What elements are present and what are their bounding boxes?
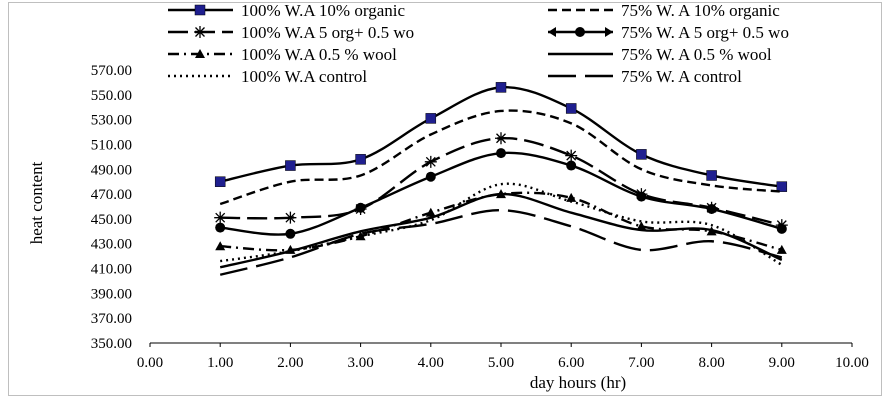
x-tick-label: 8.00 xyxy=(698,355,724,371)
legend: 100% W.A 10% organic 75% W. A 10% organic… xyxy=(168,1,789,86)
data-point xyxy=(706,170,717,181)
data-point xyxy=(215,222,226,233)
series-layer xyxy=(214,82,788,276)
y-tick-label: 350.00 xyxy=(91,336,132,352)
chart-frame xyxy=(8,2,882,396)
series-2 xyxy=(219,109,782,206)
data-point xyxy=(355,202,366,213)
y-tick-label: 390.00 xyxy=(91,286,132,302)
data-point xyxy=(425,171,436,182)
data-point xyxy=(285,228,296,239)
data-point xyxy=(215,241,226,251)
x-tick-label: 0.00 xyxy=(137,355,163,371)
y-tick-label: 430.00 xyxy=(91,237,132,253)
data-point xyxy=(566,192,577,202)
series-6 xyxy=(219,192,783,269)
data-point xyxy=(495,82,507,93)
data-point xyxy=(636,149,647,160)
x-tick-label: 2.00 xyxy=(277,355,303,371)
x-tick-label: 4.00 xyxy=(418,355,444,371)
data-point xyxy=(496,148,506,159)
legend-label: 75% W. A 10% organic xyxy=(621,1,780,20)
legend-label: 100% W.A control xyxy=(241,67,367,86)
x-axis-title: day hours (hr) xyxy=(530,373,626,392)
series-8 xyxy=(219,209,783,276)
data-point xyxy=(425,207,436,217)
y-tick-label: 570.00 xyxy=(91,63,132,79)
x-tick-label: 1.00 xyxy=(207,355,233,371)
data-point xyxy=(776,181,788,192)
data-point xyxy=(566,160,577,171)
data-point xyxy=(495,132,507,145)
legend-label: 75% W. A 0.5 % wool xyxy=(621,45,772,64)
data-point xyxy=(565,103,577,114)
data-point xyxy=(425,113,437,124)
series-line xyxy=(219,109,782,206)
legend-arrow-left xyxy=(548,27,556,37)
x-tick-label: 9.00 xyxy=(769,355,795,371)
series-1 xyxy=(214,82,788,192)
y-tick-label: 450.00 xyxy=(91,212,132,228)
legend-entry: 75% W. A control xyxy=(548,67,742,86)
data-point xyxy=(284,211,297,224)
data-point xyxy=(636,221,647,231)
legend-marker xyxy=(195,49,205,58)
legend-label: 75% W. A 5 org+ 0.5 wo xyxy=(621,23,789,42)
y-axis-title: heat content xyxy=(27,161,46,244)
data-point xyxy=(565,149,578,162)
y-tick-label: 530.00 xyxy=(91,113,132,129)
series-7 xyxy=(220,182,783,266)
legend-entry: 100% W.A 10% organic xyxy=(168,1,405,20)
legend-entry: 100% W.A control xyxy=(168,67,367,86)
data-point xyxy=(355,154,366,165)
data-point xyxy=(706,203,717,214)
legend-entry: 75% W. A 10% organic xyxy=(548,1,780,20)
x-tick-label: 6.00 xyxy=(558,355,584,371)
legend-entry: 100% W.A 0.5 % wool xyxy=(168,45,397,64)
x-tick-label: 7.00 xyxy=(628,355,654,371)
y-tick-label: 470.00 xyxy=(91,187,132,203)
data-point xyxy=(214,176,226,187)
y-tick-label: 370.00 xyxy=(91,311,132,327)
data-point xyxy=(636,191,647,202)
legend-label: 100% W.A 10% organic xyxy=(241,1,405,20)
legend-entry: 100% W.A 5 org+ 0.5 wo xyxy=(168,23,414,42)
series-5 xyxy=(215,189,787,254)
legend-marker xyxy=(194,4,206,16)
legend-label: 100% W.A 5 org+ 0.5 wo xyxy=(241,23,414,42)
x-tick-label: 10.00 xyxy=(835,355,869,371)
y-tick-label: 410.00 xyxy=(91,262,132,278)
series-3 xyxy=(214,132,788,232)
y-tick-label: 490.00 xyxy=(91,162,132,178)
data-point xyxy=(214,211,227,224)
legend-marker xyxy=(575,27,585,37)
legend-entry: 75% W. A 0.5 % wool xyxy=(548,45,772,64)
y-tick-label: 510.00 xyxy=(91,137,132,153)
legend-label: 75% W. A control xyxy=(621,67,742,86)
data-point xyxy=(424,155,437,168)
data-point xyxy=(776,223,787,234)
data-point xyxy=(776,244,787,254)
legend-entry: 75% W. A 5 org+ 0.5 wo xyxy=(548,23,789,42)
x-tick-label: 3.00 xyxy=(347,355,373,371)
legend-label: 100% W.A 0.5 % wool xyxy=(241,45,397,64)
series-line xyxy=(219,192,783,269)
axes: 0.00 1.00 2.00 3.00 4.00 5.00 6.00 7.00 8.00 9.00… xyxy=(91,63,869,371)
y-tick-label: 550.00 xyxy=(91,88,132,104)
series-4 xyxy=(215,148,787,239)
series-line xyxy=(220,182,783,266)
legend-marker xyxy=(194,26,206,38)
legend-arrow-right xyxy=(605,27,613,37)
data-point xyxy=(285,160,296,171)
series-line xyxy=(219,209,783,276)
x-tick-label: 5.00 xyxy=(488,355,514,371)
